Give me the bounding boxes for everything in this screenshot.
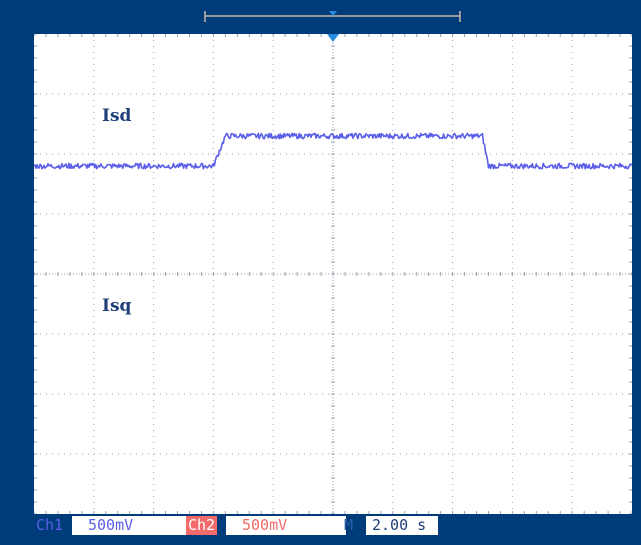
series-line-isq [34, 132, 632, 170]
record-position-bar [204, 11, 461, 22]
ch1-tag[interactable]: Ch1 [36, 516, 64, 534]
trace-label-isd: Isd [102, 106, 132, 126]
trace-label-isq: Isq [102, 296, 132, 316]
ch2-tag[interactable]: Ch2 [186, 516, 218, 535]
record-position-marker-icon [329, 11, 337, 16]
status-bar: Ch1 500mV Ch2 500mV M 2.00 s [34, 514, 594, 536]
trigger-marker-icon [327, 34, 339, 42]
timebase-scale: 2.00 s [366, 516, 438, 535]
ch2-scale: 500mV [226, 516, 346, 535]
ch1-scale: 500mV [72, 516, 192, 535]
plot-area: Isd Isq [34, 34, 632, 514]
timebase-tag[interactable]: M [344, 516, 354, 534]
waveform-plot [34, 34, 632, 514]
